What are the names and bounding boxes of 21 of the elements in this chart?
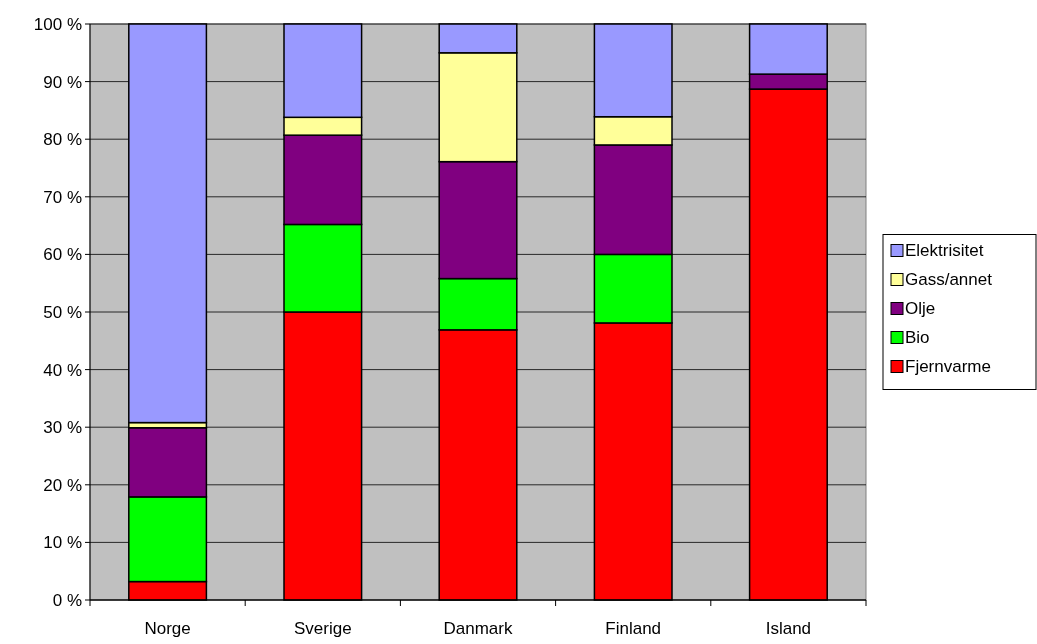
x-tick-label: Finland xyxy=(605,619,662,638)
y-tick-label: 20 % xyxy=(43,475,82,495)
y-tick-label: 80 % xyxy=(43,130,82,150)
x-tick-label: Norge xyxy=(144,619,191,638)
legend-label: Olje xyxy=(905,299,936,319)
y-tick-label: 50 % xyxy=(43,302,82,322)
x-tick-label: Sverige xyxy=(293,619,352,638)
legend-label: Fjernvarme xyxy=(905,357,991,377)
y-tick-label: 70 % xyxy=(43,187,82,207)
y-tick-label: 10 % xyxy=(43,533,82,553)
x-tick-label: Danmark xyxy=(443,619,513,638)
legend-label: Elektrisitet xyxy=(905,241,984,261)
x-tick-label: Island xyxy=(765,619,812,638)
y-tick-label: 100 % xyxy=(33,14,82,34)
y-tick-label: 60 % xyxy=(43,245,82,265)
y-tick-label: 40 % xyxy=(43,360,82,380)
legend-label: Gass/annet xyxy=(905,270,993,290)
y-tick-label: 90 % xyxy=(43,72,82,92)
y-tick-label: 30 % xyxy=(43,418,82,438)
legend-label: Bio xyxy=(905,328,930,348)
y-tick-label: 0 % xyxy=(52,590,82,610)
